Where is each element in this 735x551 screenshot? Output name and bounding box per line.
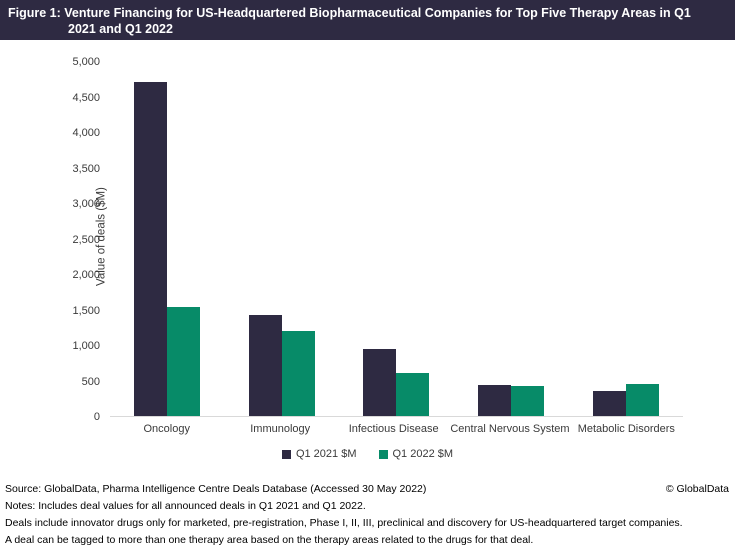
y-tick-label-0: 0 [93, 411, 100, 423]
bar-q1-2022-immunology [281, 331, 315, 416]
bar-q1-2022-central-nervous-system [511, 386, 545, 416]
chart-legend: Q1 2021 $M Q1 2022 $M [0, 448, 735, 460]
plot-area [110, 62, 683, 417]
note-line: Deals include innovator drugs only for m… [5, 517, 683, 529]
bar-q1-2021-infectious-disease [363, 349, 397, 416]
bar-q1-2021-central-nervous-system [478, 385, 512, 416]
legend-item-q1-2022-m: Q1 2022 $M [378, 448, 454, 460]
bar-group-infectious-disease [339, 62, 454, 416]
y-tick-label-4500: 4,500 [72, 91, 100, 104]
legend-item-q1-2021-m: Q1 2021 $M [281, 448, 357, 460]
bar-chart: Value of deals ($M) 0 500 1,000 1,500 2,000 2… [0, 40, 735, 470]
y-tick-label-1000: 1,000 [72, 340, 100, 352]
y-tick-label-1500: 1,500 [72, 304, 100, 317]
legend-swatch-icon [378, 449, 388, 459]
figure-title-bar: Figure 1: Venture Financing for US-Headq… [0, 0, 735, 40]
copyright-text: © GlobalData [665, 483, 729, 495]
bar-group-immunology [225, 62, 340, 416]
source-text: Source: GlobalData, Pharma Intelligence … [5, 483, 427, 495]
x-label-central-nervous-system: Central Nervous System [450, 423, 570, 435]
bar-group-central-nervous-system [454, 62, 569, 416]
y-tick-label-500: 500 [81, 375, 100, 388]
note-line: Notes: Includes deal values for all anno… [5, 500, 366, 512]
figure-title-line2: 2021 and Q1 2022 [68, 22, 173, 36]
x-label-immunology: Immunology [250, 423, 311, 435]
bar-q1-2021-immunology [248, 315, 282, 416]
bar-q1-2021-oncology [134, 82, 168, 416]
legend-label: Q1 2021 $M [295, 448, 357, 460]
bar-q1-2022-metabolic-disorders [625, 384, 659, 416]
y-tick-label-2000: 2,000 [72, 269, 100, 281]
x-label-metabolic-disorders: Metabolic Disorders [577, 423, 675, 435]
y-tick-label-2500: 2,500 [72, 233, 100, 246]
y-tick-label-5000: 5,000 [72, 56, 100, 68]
x-label-infectious-disease: Infectious Disease [348, 423, 439, 435]
note-line: A deal can be tagged to more than one th… [5, 534, 534, 546]
y-tick-label-4000: 4,000 [72, 127, 100, 139]
x-label-oncology: Oncology [143, 423, 190, 435]
y-tick-label-3500: 3,500 [72, 162, 100, 175]
legend-swatch-icon [281, 449, 291, 459]
legend-label: Q1 2022 $M [392, 448, 454, 460]
y-tick-label-3000: 3,000 [72, 198, 100, 210]
bar-q1-2021-metabolic-disorders [592, 391, 626, 416]
bar-q1-2022-oncology [167, 307, 201, 416]
chart-footnotes: Source: GlobalData, Pharma Intelligence … [0, 470, 735, 549]
bar-q1-2022-infectious-disease [396, 373, 430, 416]
bar-group-metabolic-disorders [568, 62, 683, 416]
x-axis-labels: Oncology Immunology Infectious Disease Cent… [110, 423, 683, 435]
bar-group-oncology [110, 62, 225, 416]
figure-title-line1: Figure 1: Venture Financing for US-Headq… [8, 6, 691, 20]
